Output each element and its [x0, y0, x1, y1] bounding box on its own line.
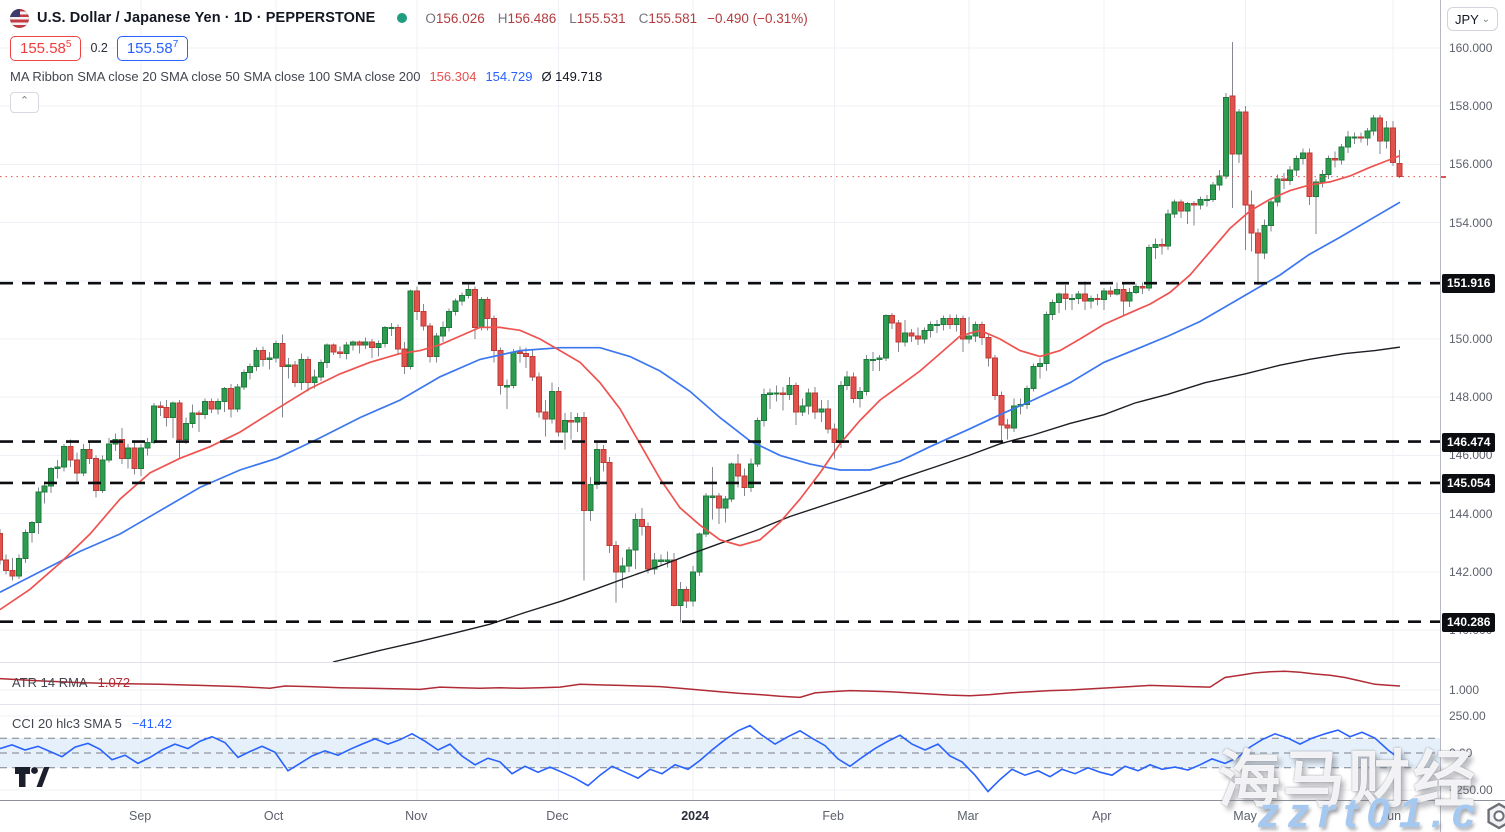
time-axis-label: May [1233, 809, 1257, 823]
chevron-down-icon: ⌄ [1481, 13, 1490, 25]
cci-axis-label: 0.00 [1449, 746, 1473, 760]
ohlc-values: O156.026 H156.486 L155.531 C155.581 [425, 11, 697, 26]
pane-separator-atr[interactable] [0, 662, 1440, 663]
price-axis-label: 142.000 [1449, 564, 1493, 579]
time-axis-label: Apr [1092, 809, 1112, 823]
ohlc-high: H156.486 [497, 10, 557, 26]
cci-label: CCI 20 hlc3 SMA 5 [12, 716, 122, 731]
pane-separator-cci[interactable] [0, 704, 1440, 705]
price-axis-label: 160.000 [1449, 41, 1493, 55]
ohlc-open: O156.026 [425, 10, 485, 26]
time-axis-label: Feb [822, 809, 844, 823]
symbol-title-row: U.S. Dollar / Japanese Yen · 1D · PEPPER… [10, 8, 808, 28]
price-chart-canvas[interactable] [0, 0, 1440, 800]
price-axis[interactable]: 160.000 158.000 156.000 154.000 150.000 148.0… [1440, 0, 1505, 800]
sma200-value: Ø 149.718 [541, 69, 603, 84]
time-axis-label: Nov [405, 809, 428, 823]
ma-ribbon-label: MA Ribbon SMA close 20 SMA close 50 SMA … [10, 69, 421, 84]
symbol-title[interactable]: U.S. Dollar / Japanese Yen · 1D · PEPPER… [37, 10, 376, 26]
price-axis-label: 150.000 [1449, 332, 1493, 346]
buy-ask-button[interactable]: 155.587 [116, 35, 189, 61]
cci-pane-legend[interactable]: CCI 20 hlc3 SMA 5 −41.42 [12, 716, 172, 731]
time-axis-label: 2024 [681, 809, 709, 823]
atr-value: 1.072 [97, 675, 131, 690]
chart-legend: U.S. Dollar / Japanese Yen · 1D · PEPPER… [10, 8, 808, 113]
price-axis-label: 148.000 [1449, 390, 1493, 405]
cci-axis-label: −250.00 [1449, 783, 1493, 797]
time-axis-label: Jun [1380, 809, 1402, 823]
level-axis-label: 151.916 [1442, 274, 1496, 294]
sma20-value: 156.304 [429, 69, 477, 84]
spread-value: 0.2 [90, 41, 108, 55]
time-axis-label: Sep [129, 809, 152, 823]
time-axis-corner [1440, 801, 1505, 832]
level-axis-label: 145.054 [1442, 473, 1496, 493]
price-change: −0.490 (−0.31%) [707, 10, 808, 26]
ma-ribbon-legend[interactable]: MA Ribbon SMA close 20 SMA close 50 SMA … [10, 69, 808, 84]
currency-dropdown[interactable]: JPY ⌄ [1447, 7, 1498, 31]
currency-label: JPY [1455, 11, 1479, 27]
price-axis-label: 144.000 [1449, 506, 1493, 521]
price-axis-label: 158.000 [1449, 99, 1493, 114]
sma50-value: 154.729 [485, 69, 533, 84]
time-axis-label: Mar [957, 809, 979, 823]
time-axis-label: Dec [546, 809, 569, 823]
collapse-legend-button[interactable]: ⌃ [10, 92, 39, 113]
price-axis-label: 156.000 [1449, 157, 1493, 172]
cci-axis-label: 250.00 [1449, 709, 1486, 723]
us-flag-icon [10, 8, 29, 28]
price-axis-label: 146.000 [1449, 448, 1493, 463]
cci-value: −41.42 [131, 716, 172, 731]
level-axis-label: 146.474 [1442, 432, 1496, 452]
time-axis-label: Oct [263, 809, 284, 823]
atr-label: ATR 14 RMA [12, 675, 88, 690]
last-price-tick [1441, 175, 1446, 178]
time-axis[interactable]: Sep Oct Nov Dec 2024 Feb Mar Apr May Jun [0, 800, 1505, 832]
sell-bid-button[interactable]: 155.585 [10, 35, 82, 61]
level-axis-label: 140.286 [1442, 612, 1496, 632]
ohlc-low: L155.531 [569, 10, 626, 26]
market-status-dot-icon [397, 13, 408, 23]
atr-pane-legend[interactable]: ATR 14 RMA 1.072 [12, 675, 130, 690]
atr-axis-label: 1.000 [1449, 683, 1480, 697]
bid-ask-row: 155.585 0.2 155.587 [10, 35, 808, 61]
ohlc-close: C155.581 [638, 10, 698, 26]
tradingview-logo-icon[interactable] [14, 766, 50, 788]
price-axis-label: 154.000 [1449, 215, 1493, 230]
